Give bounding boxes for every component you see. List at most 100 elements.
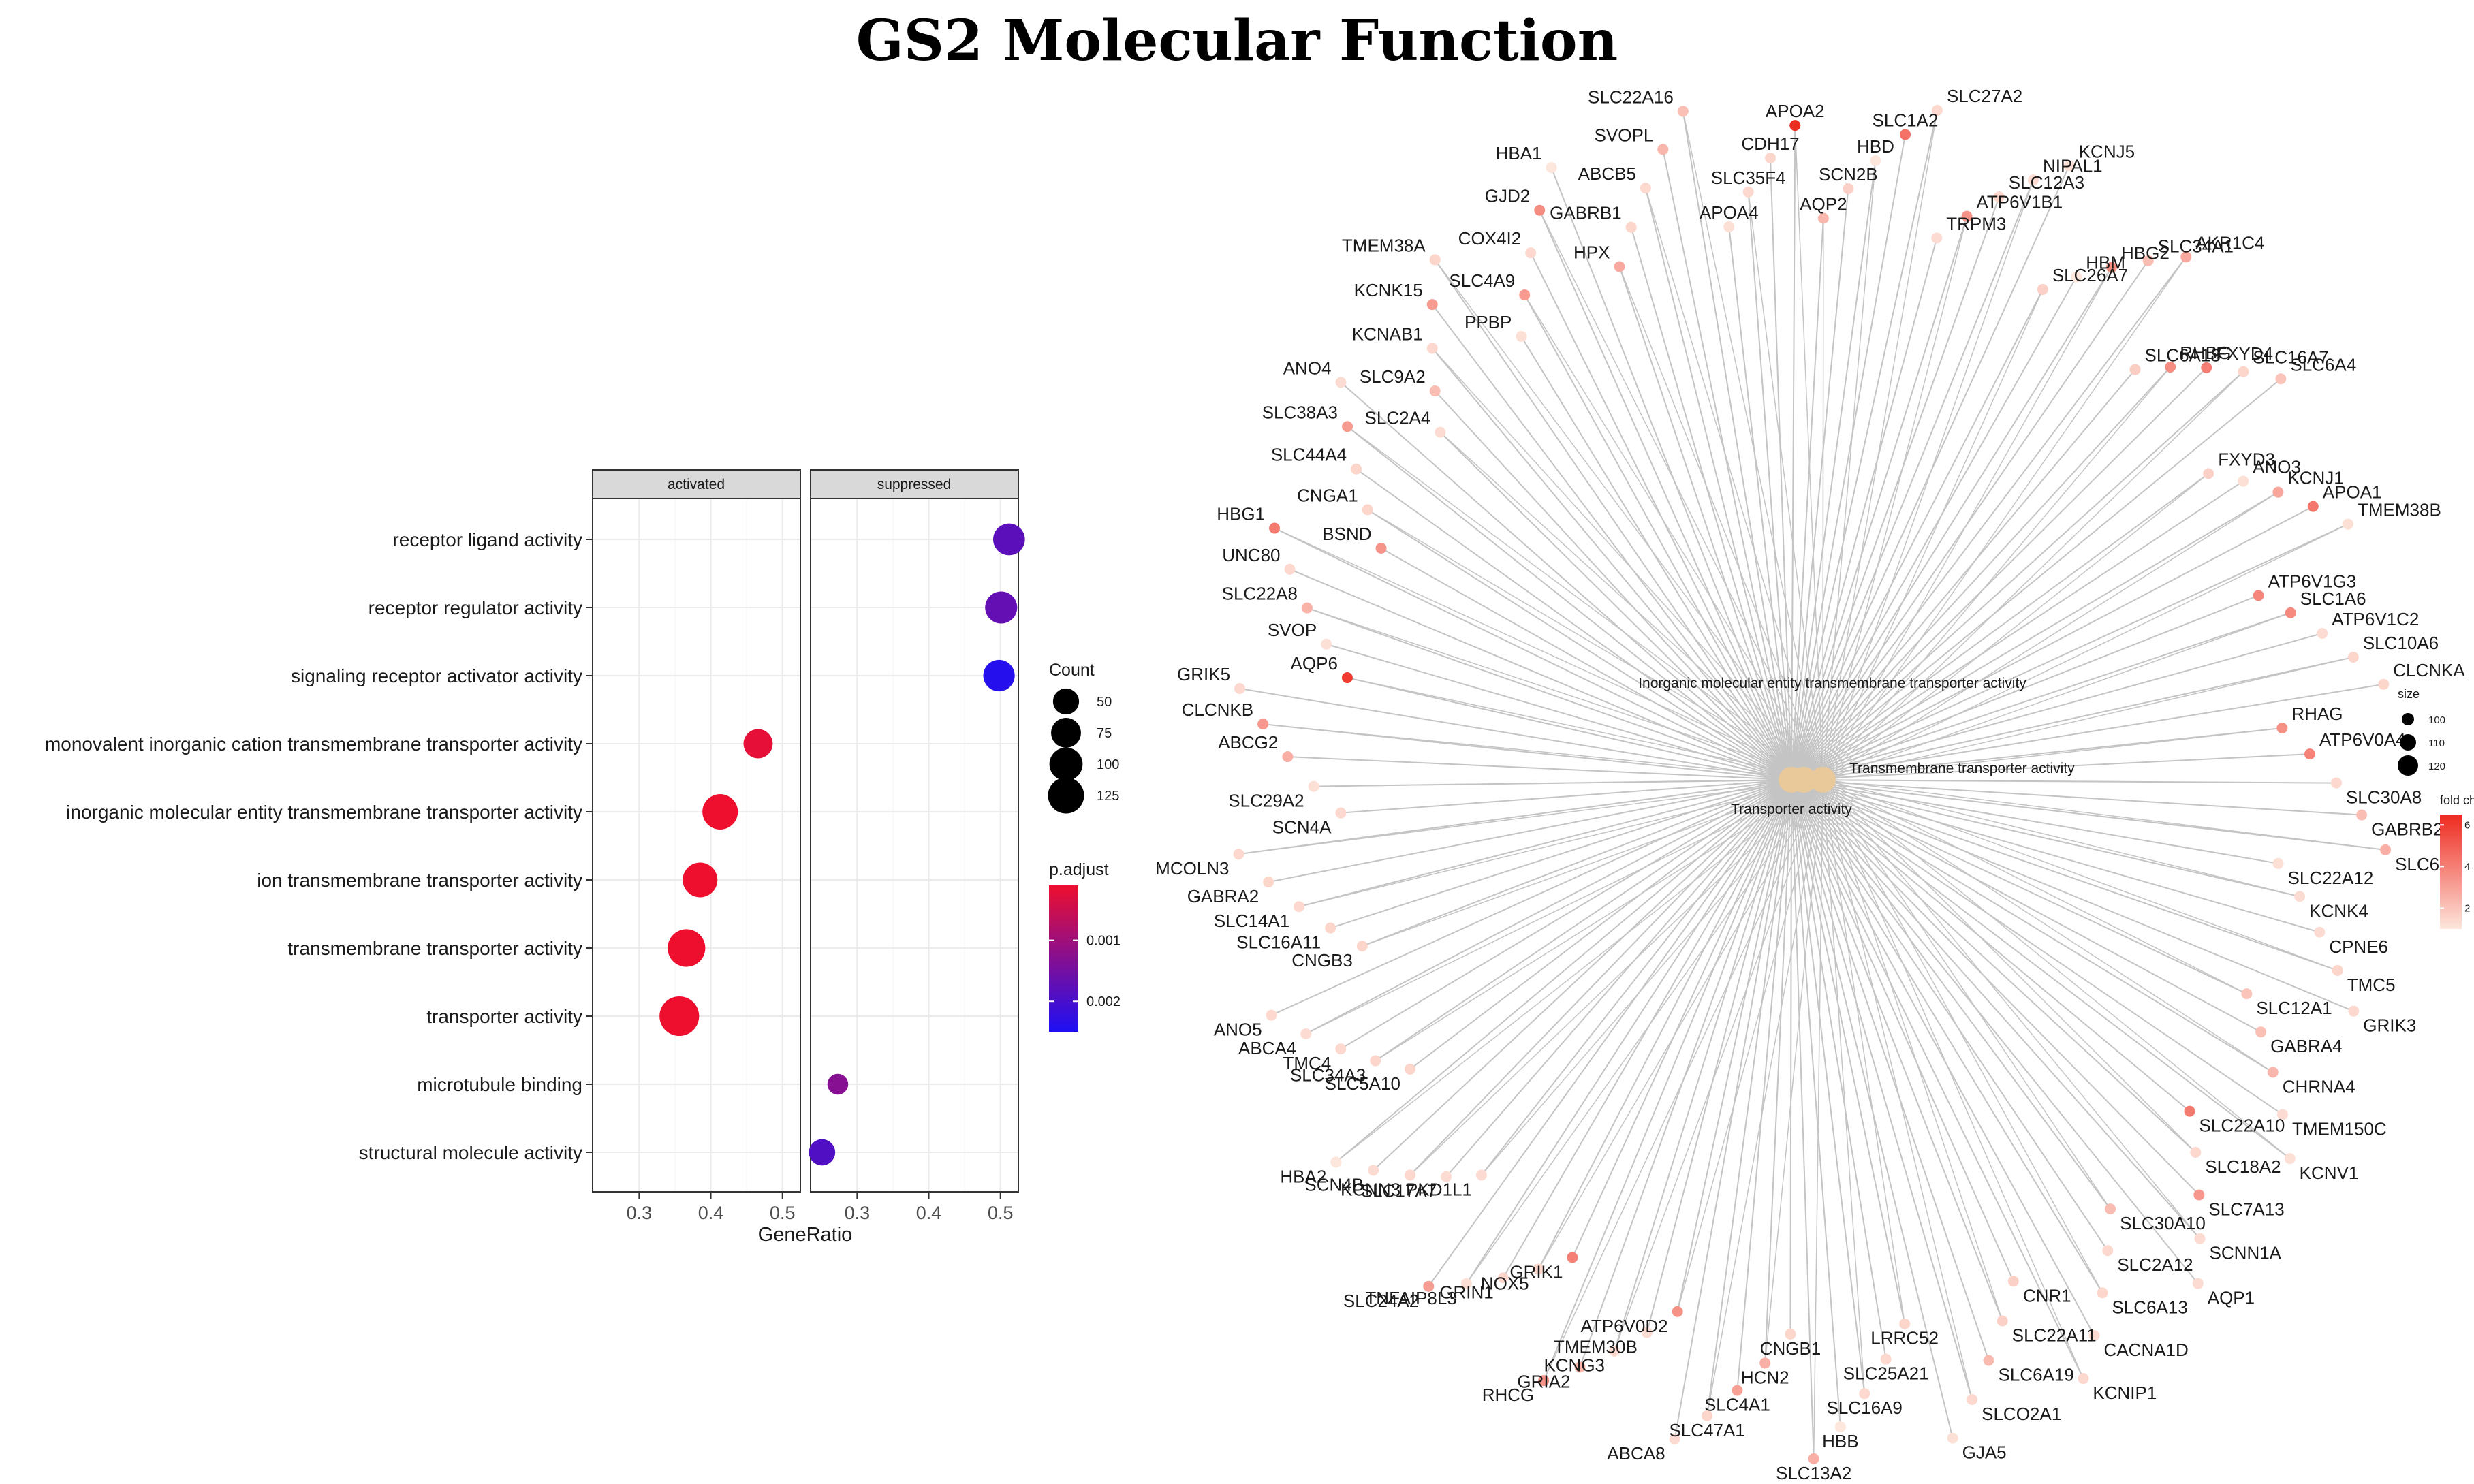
edge2-SLC30A8 bbox=[1822, 779, 2336, 784]
fc-tick-label-1: 4 bbox=[2464, 861, 2470, 872]
padjust-colorbar bbox=[1049, 885, 1078, 1032]
gene-label-CNR1: CNR1 bbox=[2023, 1285, 2071, 1306]
gene-node-SLC16A11 bbox=[1325, 922, 1336, 934]
gene-node-GRIK1 bbox=[1567, 1252, 1578, 1263]
gene-node-GJA5 bbox=[1947, 1432, 1958, 1444]
edge-HBG2 bbox=[1791, 267, 2112, 780]
panel-activated bbox=[592, 498, 801, 1193]
edge-NOX5 bbox=[1537, 779, 1792, 1269]
x-axis-ticks: 0.3 0.4 0.5 0.3 0.4 0.5 bbox=[627, 1192, 1013, 1223]
gene-node-SLC6A4 bbox=[2275, 373, 2287, 385]
gene-node-KCNK15 bbox=[1426, 299, 1438, 311]
edge-KCNJ1 bbox=[1791, 491, 2279, 780]
fc-tick-label-2: 2 bbox=[2464, 902, 2470, 914]
edge-SLC9A2 bbox=[1434, 390, 1792, 780]
gene-label-APOA2: APOA2 bbox=[1766, 101, 1825, 121]
category-label-6: transmembrane transporter activity bbox=[287, 938, 582, 959]
edge2-ATP6V0D2 bbox=[1676, 779, 1823, 1312]
dotplot: activated suppressed receptor ligand act… bbox=[45, 469, 1121, 1246]
gene-label-SLC14A1: SLC14A1 bbox=[1214, 911, 1289, 931]
gene-label-RHAG: RHAG bbox=[2291, 704, 2343, 724]
gene-node-TMC4 bbox=[1335, 1043, 1347, 1055]
gene-node-ATP6V1G3 bbox=[2253, 590, 2264, 601]
hub-node-1 bbox=[1810, 767, 1836, 793]
gene-node-ANO3 bbox=[2238, 475, 2249, 487]
edge-SLC17A7 bbox=[1445, 779, 1792, 1178]
gene-node-CDH17 bbox=[1765, 153, 1776, 164]
edge-UNC80 bbox=[1289, 568, 1792, 780]
gene-node-KCNIP1 bbox=[2078, 1373, 2089, 1385]
edge-SLC14A1 bbox=[1298, 779, 1792, 908]
gene-label-SLC5A10: SLC5A10 bbox=[1325, 1073, 1400, 1094]
gene-label-KCNIP1: KCNIP1 bbox=[2093, 1383, 2157, 1403]
edge-SLC6A18 bbox=[1791, 368, 2136, 780]
gene-label-SLC6A18: SLC6A18 bbox=[2145, 345, 2221, 366]
gene-label-SLC22A8: SLC22A8 bbox=[1222, 584, 1298, 604]
foldchange-legend-title: fold change bbox=[2440, 793, 2474, 807]
gene-label-SLC44A4: SLC44A4 bbox=[1271, 445, 1347, 465]
gene-label-SLC38A3: SLC38A3 bbox=[1262, 402, 1338, 422]
gene-node-RHCG bbox=[1538, 1375, 1550, 1387]
gene-node-HCN2 bbox=[1759, 1357, 1771, 1369]
gene-node-ABCA4 bbox=[1300, 1028, 1312, 1039]
gene-label-GRIN1: GRIN1 bbox=[1439, 1282, 1493, 1302]
gene-node-SLC29A2 bbox=[1308, 780, 1319, 792]
gene-node-COX4I2 bbox=[1525, 247, 1537, 259]
gene-label-GJD2: GJD2 bbox=[1485, 186, 1530, 206]
x-axis-title: GeneRatio bbox=[758, 1224, 853, 1246]
gene-node-AQP1 bbox=[2192, 1278, 2204, 1289]
size-legend-title: size bbox=[2398, 687, 2420, 701]
gene-node-GRIA2 bbox=[1574, 1361, 1586, 1373]
count-legend-title: Count bbox=[1049, 661, 1095, 680]
gene-label-SLC9A2: SLC9A2 bbox=[1360, 366, 1426, 387]
gene-node-ABCA8 bbox=[1669, 1434, 1680, 1445]
count-legend-dot-1 bbox=[1051, 718, 1081, 748]
gene-node-HBA2 bbox=[1330, 1156, 1342, 1168]
gene-node-HBG1 bbox=[1269, 522, 1281, 534]
gene-label-MCOLN3: MCOLN3 bbox=[1155, 858, 1229, 879]
edge-SLC4A1 bbox=[1736, 779, 1792, 1391]
gene-node-SLC47A1 bbox=[1702, 1410, 1713, 1421]
gene-label-ABCA8: ABCA8 bbox=[1607, 1443, 1665, 1464]
gene-node-SLC1A6 bbox=[2285, 607, 2296, 618]
gene-label-UNC80: UNC80 bbox=[1222, 545, 1280, 565]
edge-HBG1 bbox=[1274, 527, 1792, 780]
count-legend-dot-3 bbox=[1048, 777, 1084, 814]
gene-label-ANO3: ANO3 bbox=[2253, 457, 2301, 477]
gene-node-SLC27A2 bbox=[1931, 105, 1943, 116]
edge2-SLC6A13 bbox=[1822, 779, 2103, 1293]
gene-node-ABCG2 bbox=[1282, 751, 1294, 763]
gene-label-ATP6V0A4: ATP6V0A4 bbox=[2319, 729, 2406, 750]
gene-node-TMEM38A bbox=[1429, 254, 1441, 266]
edge2-SLC16A7 bbox=[1822, 371, 2244, 780]
edge2-SLC47A1 bbox=[1706, 779, 1823, 1416]
gene-node-GRIK3 bbox=[2348, 1005, 2360, 1017]
edge-GJD2 bbox=[1539, 210, 1792, 780]
edge-GABRA2 bbox=[1268, 779, 1792, 883]
size-legend-dot-1 bbox=[2400, 734, 2416, 751]
gene-node-SLC6A18 bbox=[2129, 364, 2141, 375]
edge-GABRB1 bbox=[1630, 227, 1792, 780]
edge2-TNFAIP8L3 bbox=[1466, 779, 1823, 1284]
gene-label-AQP6: AQP6 bbox=[1291, 653, 1338, 674]
padjust-legend-ticks: 0.001 0.002 bbox=[1049, 934, 1121, 1009]
gene-node-APOA2 bbox=[1789, 120, 1801, 131]
edge-SVOPL bbox=[1662, 149, 1792, 780]
edge-FXYD4 bbox=[1791, 367, 2207, 780]
gene-node-RHAG bbox=[2276, 723, 2288, 734]
network-edges bbox=[1238, 110, 2386, 1459]
edge-ABCA4 bbox=[1305, 779, 1792, 1035]
xtick-label-suppressed-1: 0.4 bbox=[916, 1203, 942, 1223]
gene-label-CNGB3: CNGB3 bbox=[1291, 950, 1353, 970]
gene-label-TNFAIP8L3: TNFAIP8L3 bbox=[1365, 1288, 1456, 1308]
gene-node-CNR1 bbox=[2007, 1276, 2019, 1287]
edge-SLC10A6 bbox=[1791, 657, 2354, 780]
gene-label-CNGB1: CNGB1 bbox=[1760, 1338, 1821, 1359]
gene-label-FXYD4: FXYD4 bbox=[2216, 343, 2273, 364]
gene-label-GRIK1: GRIK1 bbox=[1509, 1261, 1563, 1282]
gene-node-SLC16A9 bbox=[1859, 1388, 1870, 1400]
edge2-HBA2 bbox=[1335, 779, 1823, 1163]
gene-node-GRIN1 bbox=[1497, 1272, 1509, 1284]
edge-CLCNKA bbox=[1791, 683, 2384, 780]
panel-suppressed bbox=[810, 498, 1019, 1193]
